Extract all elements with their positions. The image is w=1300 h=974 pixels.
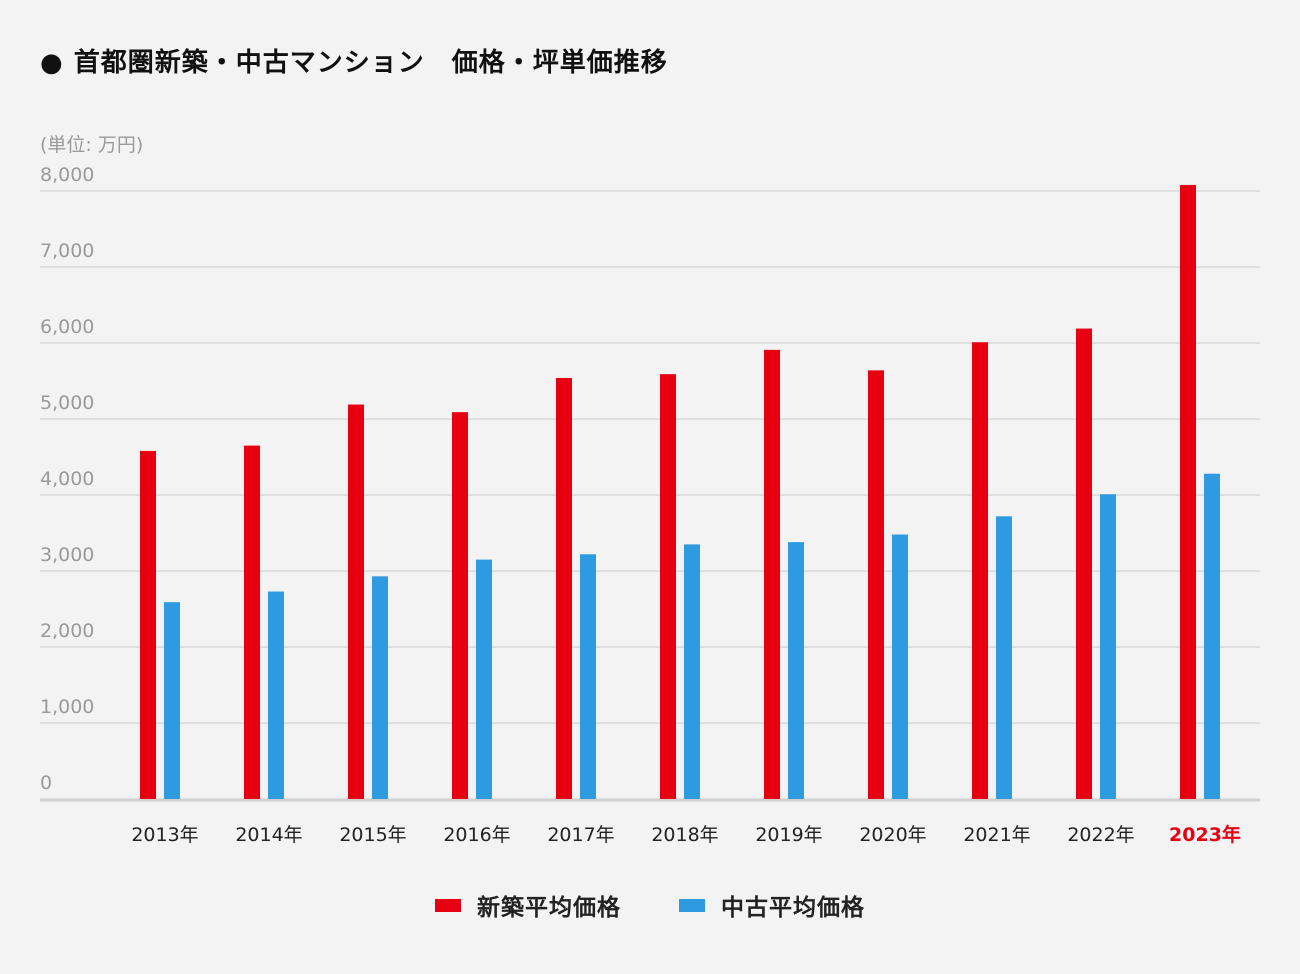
bar-new [972, 342, 988, 799]
x-tick-label: 2021年 [963, 824, 1030, 846]
x-tick-label: 2014年 [235, 824, 302, 846]
bar-used [476, 559, 492, 799]
legend-swatch-new [435, 898, 461, 912]
bar-used [684, 544, 700, 799]
bar-new [764, 349, 780, 799]
bar-used [580, 554, 596, 799]
y-tick-label: 2,000 [40, 620, 94, 642]
bar-used [996, 516, 1012, 799]
y-tick-label: 1,000 [40, 696, 94, 718]
legend-label-used: 中古平均価格 [721, 895, 865, 921]
bar-used [372, 576, 388, 799]
bar-new [452, 412, 468, 799]
x-tick-label: 2019年 [755, 824, 822, 846]
bar-new [1180, 184, 1196, 800]
bar-new [140, 450, 156, 799]
legend: 新築平均価格 中古平均価格 [0, 888, 1300, 922]
x-tick-label: 2022年 [1067, 824, 1134, 846]
x-tick-label: 2018年 [651, 824, 718, 846]
y-tick-label: 7,000 [40, 240, 94, 262]
x-tick-label: 2023年 [1169, 823, 1241, 846]
y-tick-label: 0 [40, 772, 52, 794]
y-tick-label: 4,000 [40, 468, 94, 490]
bar-used [892, 534, 908, 799]
x-tick-label: 2013年 [131, 824, 198, 846]
legend-item-new: 新築平均価格 [435, 888, 621, 922]
bar-used [1100, 494, 1116, 799]
bar-used [1204, 473, 1220, 799]
y-tick-label: 3,000 [40, 544, 94, 566]
bar-new [660, 374, 676, 799]
bar-new [1076, 328, 1092, 799]
bar-new [868, 370, 884, 799]
unit-label: (単位: 万円) [40, 134, 144, 156]
x-tick-label: 2017年 [547, 824, 614, 846]
y-tick-label: 8,000 [40, 164, 94, 186]
x-tick-label: 2020年 [859, 824, 926, 846]
x-tick-label: 2015年 [339, 824, 406, 846]
legend-label-new: 新築平均価格 [477, 895, 621, 921]
bar-new [244, 445, 260, 799]
bar-used [268, 591, 284, 799]
bar-new [348, 404, 364, 799]
x-tick-label: 2016年 [443, 824, 510, 846]
legend-swatch-used [679, 898, 705, 912]
legend-item-used: 中古平均価格 [679, 888, 865, 922]
y-tick-label: 6,000 [40, 316, 94, 338]
bar-used [164, 602, 180, 799]
chart-title: ● 首都圏新築・中古マンション 価格・坪単価推移 [40, 48, 668, 78]
bar-new [556, 377, 572, 799]
y-tick-label: 5,000 [40, 392, 94, 414]
bar-used [788, 542, 804, 799]
